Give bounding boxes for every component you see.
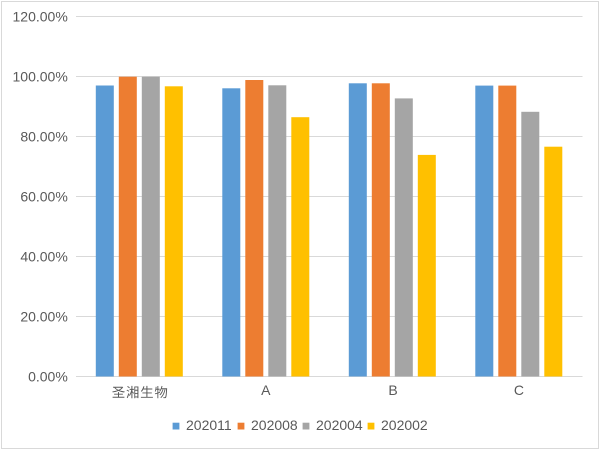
- svg-text:100.00%: 100.00%: [13, 69, 68, 85]
- svg-text:20.00%: 20.00%: [20, 309, 67, 325]
- svg-text:C: C: [514, 382, 524, 398]
- svg-text:202004: 202004: [316, 417, 363, 433]
- svg-text:0.00%: 0.00%: [28, 369, 68, 385]
- svg-text:B: B: [388, 382, 397, 398]
- svg-text:40.00%: 40.00%: [20, 249, 67, 265]
- svg-text:A: A: [261, 382, 271, 398]
- svg-text:202011: 202011: [186, 417, 232, 433]
- svg-text:80.00%: 80.00%: [20, 129, 67, 145]
- svg-text:202008: 202008: [251, 417, 298, 433]
- svg-text:202002: 202002: [381, 417, 428, 433]
- svg-text:60.00%: 60.00%: [20, 189, 67, 205]
- svg-text:120.00%: 120.00%: [13, 9, 68, 25]
